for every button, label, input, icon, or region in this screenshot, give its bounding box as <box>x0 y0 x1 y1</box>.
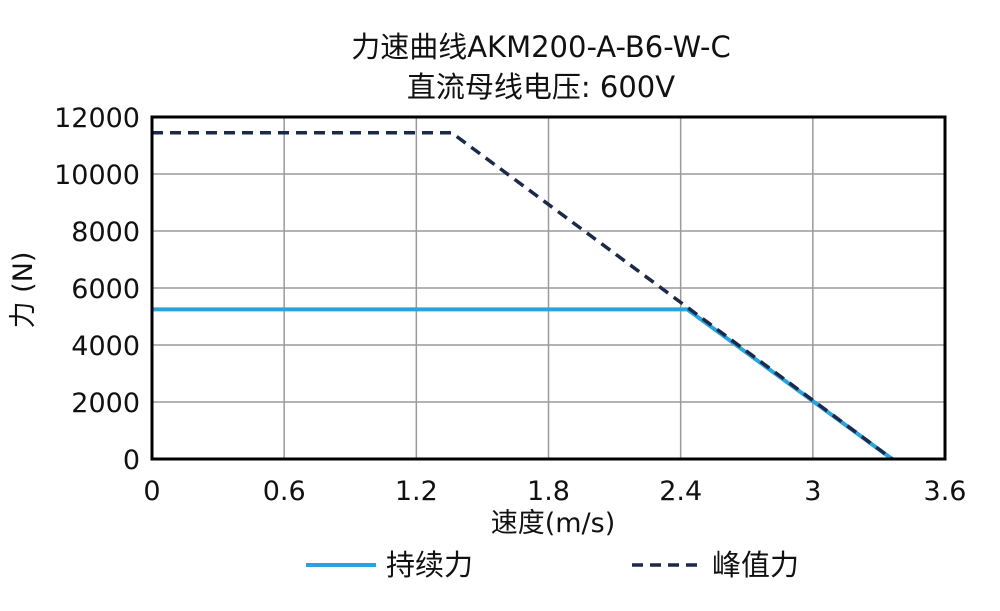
x-tick-label: 1.2 <box>395 476 438 507</box>
chart-title: 力速曲线AKM200-A-B6-W-C <box>351 30 731 64</box>
y-tick-label: 0 <box>123 445 140 476</box>
x-tick-label: 3 <box>804 476 821 507</box>
series-layer <box>152 130 894 461</box>
y-axis-label: 力 (N) <box>8 252 39 329</box>
y-tick-label: 10000 <box>54 160 140 191</box>
plot-frame <box>150 115 947 461</box>
y-tick-label: 2000 <box>71 388 140 419</box>
y-tick-label: 4000 <box>71 331 140 362</box>
x-tick-label: 3.6 <box>924 476 967 507</box>
y-tick-label: 8000 <box>71 217 140 248</box>
x-tick-label: 0.6 <box>263 476 306 507</box>
x-tick-labels: 0 0.6 1.2 1.8 2.4 3 3.6 <box>143 476 966 507</box>
series-line-1 <box>152 307 894 461</box>
y-tick-labels: 0 2000 4000 6000 8000 10000 12000 <box>54 103 140 476</box>
legend-label-1: 持续力 <box>386 548 473 582</box>
y-tick-label: 6000 <box>71 274 140 305</box>
grid <box>152 117 945 459</box>
x-tick-label: 0 <box>143 476 160 507</box>
chart-subtitle: 直流母线电压: 600V <box>407 70 675 104</box>
legend-label-2: 峰值力 <box>712 548 799 582</box>
legend: 持续力 峰值力 <box>306 548 799 582</box>
x-axis-label: 速度(m/s) <box>491 508 616 539</box>
y-tick-label: 12000 <box>54 103 140 134</box>
series-line-2 <box>152 130 894 461</box>
x-tick-label: 1.8 <box>527 476 570 507</box>
x-tick-label: 2.4 <box>659 476 702 507</box>
